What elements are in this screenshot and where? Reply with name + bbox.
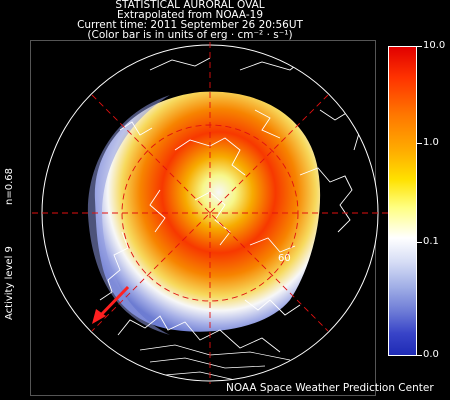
time-line: Current time: 2011 September 26 20:56UT [77,19,303,31]
grid-lines [32,42,388,384]
sun-direction-arrow [92,285,130,324]
colorbar-tick [417,46,422,47]
colorbar-tick [417,355,422,356]
colorbar-tick [417,242,422,243]
meridian-diagonal-1 [91,94,329,332]
auroral-oval [94,91,321,332]
latitude-label: 60 [278,253,291,264]
colorbar-label-1: 1.0 [423,137,439,148]
meridian-diagonal-2 [91,94,329,332]
title-line: STATISTICAL AURORAL OVAL [115,0,265,11]
source-line: Extrapolated from NOAA-19 [116,9,264,21]
activity-level-label: Activity level 9 [4,246,15,320]
n-value-label: n=0.68 [4,168,15,205]
units-line: (Color bar is in units of erg · cm⁻² · s… [87,29,293,41]
color-bar [388,46,417,356]
colorbar-tick [417,143,422,144]
colorbar-label-0-1: 0.1 [423,236,439,247]
colorbar-label-0: 0.0 [423,349,439,360]
oval-fringe [87,95,170,335]
title-block: STATISTICAL AURORAL OVAL Extrapolated fr… [40,0,340,40]
footer-credit: NOAA Space Weather Prediction Center [226,382,434,394]
colorbar-label-10: 10.0 [423,40,446,51]
